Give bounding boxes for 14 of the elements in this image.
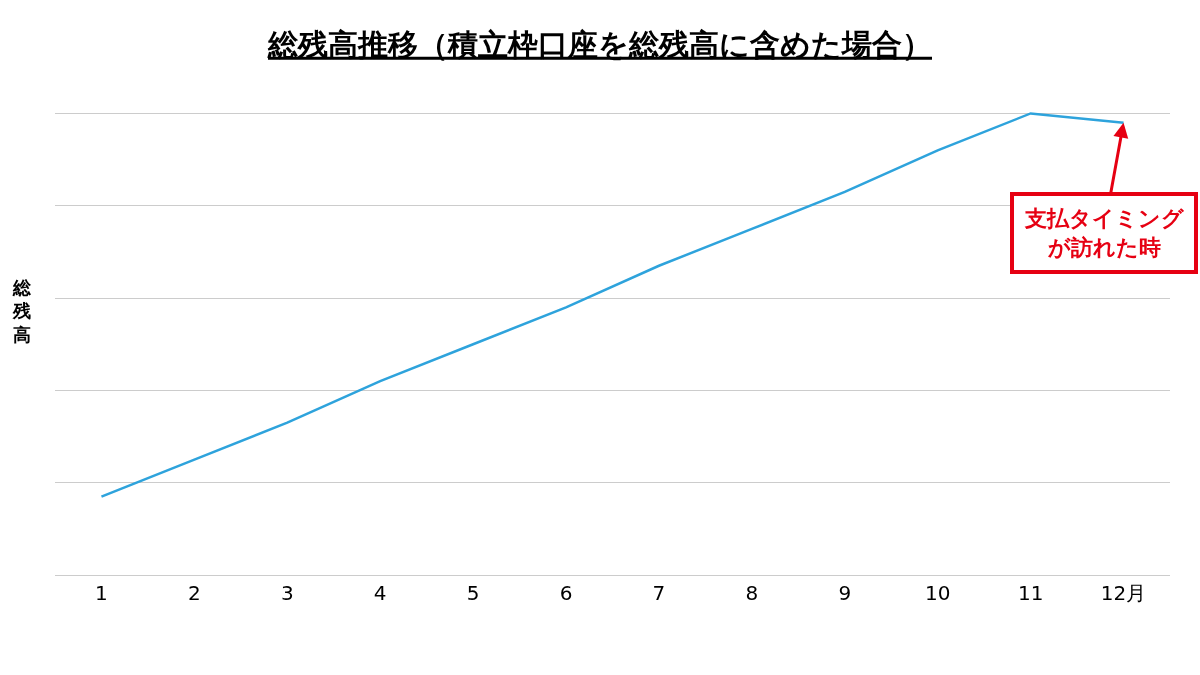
x-tick-label: 11	[1017, 581, 1044, 605]
annotation: 支払タイミングが訪れた時	[1024, 206, 1184, 260]
x-tick-label: 3	[280, 581, 294, 605]
x-tick-label: 8	[745, 581, 759, 605]
y-axis-title: 総残高	[12, 277, 32, 345]
x-tick-label: 7	[652, 581, 666, 605]
x-tick-label: 4	[373, 581, 387, 605]
x-tick-label: 1	[95, 581, 108, 605]
x-tick-label: 5	[466, 581, 480, 605]
x-tick-label: 12月	[1100, 581, 1147, 605]
x-tick-label: 10	[924, 581, 951, 605]
x-tick-label: 6	[559, 581, 573, 605]
x-tick-label: 9	[838, 581, 852, 605]
x-tick-label: 2	[188, 581, 201, 605]
